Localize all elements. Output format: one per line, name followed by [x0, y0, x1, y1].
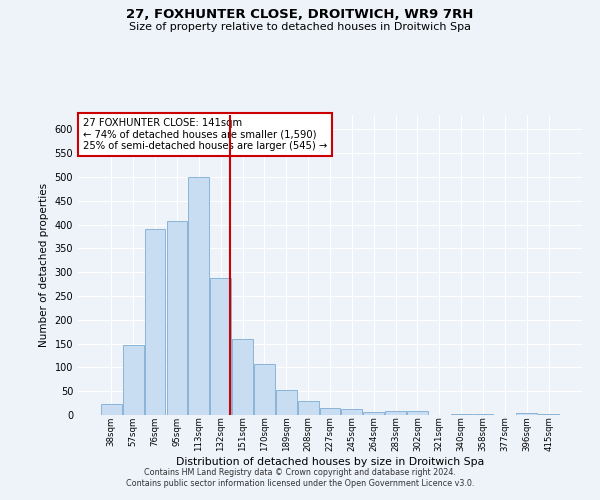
Bar: [538, 414, 559, 415]
Bar: [210, 278, 231, 415]
Bar: [407, 410, 428, 415]
Text: 27, FOXHUNTER CLOSE, DROITWICH, WR9 7RH: 27, FOXHUNTER CLOSE, DROITWICH, WR9 7RH: [127, 8, 473, 20]
Bar: [232, 339, 253, 415]
Text: Size of property relative to detached houses in Droitwich Spa: Size of property relative to detached ho…: [129, 22, 471, 32]
Text: 27 FOXHUNTER CLOSE: 141sqm
← 74% of detached houses are smaller (1,590)
25% of s: 27 FOXHUNTER CLOSE: 141sqm ← 74% of deta…: [83, 118, 327, 151]
Bar: [298, 400, 319, 415]
Bar: [145, 230, 166, 415]
Bar: [473, 414, 493, 415]
Bar: [517, 413, 537, 415]
Bar: [167, 220, 187, 415]
Bar: [123, 344, 143, 415]
Bar: [385, 410, 406, 415]
Bar: [364, 412, 384, 415]
Bar: [451, 414, 472, 415]
X-axis label: Distribution of detached houses by size in Droitwich Spa: Distribution of detached houses by size …: [176, 457, 484, 467]
Bar: [276, 390, 296, 415]
Text: Contains HM Land Registry data © Crown copyright and database right 2024.
Contai: Contains HM Land Registry data © Crown c…: [126, 468, 474, 487]
Bar: [188, 177, 209, 415]
Bar: [254, 364, 275, 415]
Y-axis label: Number of detached properties: Number of detached properties: [39, 183, 49, 347]
Bar: [320, 408, 340, 415]
Bar: [341, 410, 362, 415]
Bar: [101, 404, 122, 415]
